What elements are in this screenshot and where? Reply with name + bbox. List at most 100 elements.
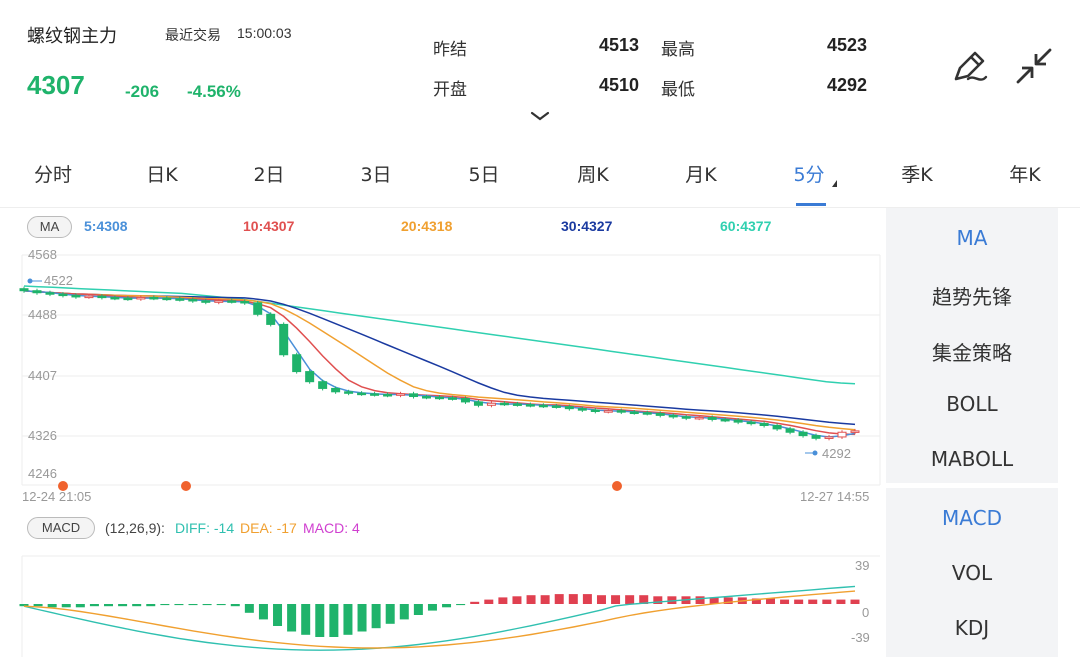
candle-body (551, 405, 561, 408)
collapse-icon[interactable] (1014, 46, 1054, 86)
macd-bar (639, 595, 649, 604)
macd-bar (582, 594, 592, 604)
candle-body (486, 402, 496, 406)
event-dot[interactable] (58, 481, 68, 491)
tab-intraday[interactable]: 分时 (33, 164, 72, 186)
macd-bar (850, 599, 860, 604)
macd-bar (371, 604, 381, 629)
ma30-path (23, 289, 856, 426)
event-dot[interactable] (181, 481, 191, 491)
candle-body (305, 371, 315, 383)
macd-bar (75, 604, 85, 608)
macd-bar (174, 604, 184, 606)
candle-body (499, 402, 509, 406)
candle-body (435, 396, 444, 400)
diff-line (23, 585, 856, 651)
candle-body (370, 393, 380, 396)
high-marker (27, 278, 42, 284)
tab-5day[interactable]: 5日 (468, 164, 500, 186)
candle-body (201, 300, 211, 303)
draw-icon[interactable] (950, 46, 990, 86)
candle-body (824, 436, 834, 439)
high-value: 4523 (826, 35, 867, 55)
event-dot[interactable] (612, 481, 622, 491)
candle-body (71, 294, 81, 298)
candle-body (253, 302, 263, 315)
tab-3day[interactable]: 3日 (360, 164, 392, 186)
tab-2day[interactable]: 2日 (253, 164, 285, 186)
macd-bar (653, 596, 663, 604)
high-price-mark: 4522 (44, 273, 73, 288)
macd-bar (273, 604, 283, 626)
indicator-boll[interactable]: BOLL (946, 392, 998, 416)
candle-body (292, 354, 302, 373)
diff-value: DIFF: -14 (175, 520, 235, 536)
candle-body (577, 408, 587, 411)
ma20-line (23, 289, 856, 431)
indicator-strategy[interactable]: 集金策略 (932, 341, 1012, 365)
dea-line (23, 590, 856, 649)
tab-dropdown-icon[interactable] (832, 180, 837, 187)
main-indicator-group: MA 趋势先锋 集金策略 BOLL MABOLL (886, 208, 1058, 483)
low-label: 最低 (661, 80, 695, 100)
tab-monthly[interactable]: 月K (685, 164, 717, 186)
macd-bar (188, 604, 198, 606)
candle-body (32, 290, 42, 294)
macd-bar (512, 596, 522, 604)
macd-bar (89, 604, 99, 607)
tab-5min[interactable]: 5分 (793, 164, 825, 186)
indicator-vol[interactable]: VOL (951, 561, 993, 585)
macd-bar (568, 594, 578, 604)
candle-body (590, 409, 600, 412)
macd-bar (202, 604, 212, 606)
macd-bar (836, 599, 846, 604)
chart-grid (21, 254, 881, 657)
tab-weekly[interactable]: 周K (577, 164, 609, 186)
kline-chart[interactable] (0, 0, 886, 657)
dea-value: DEA: -17 (240, 520, 297, 536)
candle-body (136, 296, 146, 300)
macd-bar (19, 604, 29, 607)
tab-yearly[interactable]: 年K (1009, 164, 1041, 186)
macd-tick-label: 0 (862, 605, 870, 620)
indicator-maboll[interactable]: MABOLL (930, 447, 1014, 471)
candle-body (149, 296, 159, 300)
tab-daily[interactable]: 日K (146, 164, 178, 186)
candle-body (772, 425, 782, 430)
candle-body (512, 403, 522, 406)
macd-bar (315, 604, 325, 637)
indicator-trend[interactable]: 趋势先锋 (932, 285, 1012, 309)
macd-bar (723, 597, 733, 604)
y-tick-label: 4488 (28, 307, 57, 322)
sub-indicator-group: MACD VOL KDJ (886, 488, 1058, 657)
tab-quarterly[interactable]: 季K (901, 164, 933, 186)
indicator-ma[interactable]: MA (956, 226, 988, 250)
macd-bar (216, 604, 226, 606)
candle-body (266, 313, 276, 325)
macd-bar (132, 604, 142, 607)
candle-body (473, 401, 483, 406)
ma60-path (23, 285, 856, 385)
prev-settle-label: 昨结 (433, 40, 467, 60)
ma-indicator-pill[interactable]: MA (27, 216, 72, 238)
candle-body (19, 288, 29, 292)
candle-body (642, 412, 652, 415)
macd-bar (357, 604, 367, 632)
chevron-down-icon[interactable] (530, 110, 550, 122)
x-end-label: 12-27 14:55 (800, 489, 870, 504)
macd-bar (244, 604, 254, 613)
candle-body (162, 297, 172, 301)
candle-body (655, 412, 665, 416)
symbol-name[interactable]: 螺纹钢主力 (27, 26, 117, 47)
candle-body (123, 297, 133, 301)
macd-bar (484, 599, 494, 604)
macd-indicator-pill[interactable]: MACD (27, 517, 95, 539)
macd-bar (540, 595, 550, 604)
indicator-kdj[interactable]: KDJ (954, 616, 990, 640)
macd-bar (399, 604, 409, 620)
candle-body (798, 431, 808, 437)
candle-body (538, 404, 548, 408)
indicator-macd[interactable]: MACD (942, 506, 1002, 530)
candle-body (422, 396, 432, 399)
candlesticks (19, 286, 860, 441)
